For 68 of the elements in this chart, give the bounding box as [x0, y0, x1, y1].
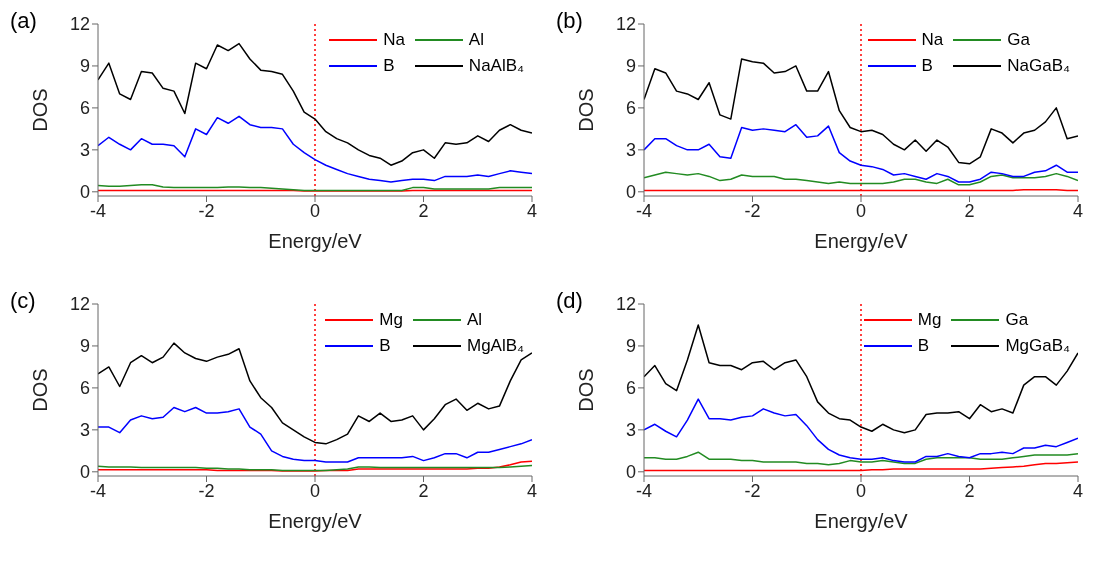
- legend-label: B: [917, 336, 930, 356]
- x-tick-label: 2: [964, 200, 975, 221]
- y-tick-label: 6: [625, 378, 636, 399]
- x-tick-label: -2: [198, 480, 215, 501]
- y-tick-label: 12: [615, 14, 636, 35]
- y-tick-label: 6: [79, 378, 90, 399]
- x-tick-label: 0: [309, 200, 321, 221]
- y-axis-title: DOS: [29, 88, 52, 132]
- x-axis-title: Energy/eV: [814, 510, 909, 532]
- y-tick-label: 9: [625, 56, 636, 77]
- legend-label: Ga: [1007, 30, 1030, 50]
- legend-label: Mg: [917, 310, 942, 330]
- y-tick-label: 9: [79, 336, 90, 357]
- y-tick-label: 3: [79, 420, 90, 441]
- x-tick-label: -2: [744, 480, 761, 501]
- y-tick-label: 12: [615, 294, 636, 315]
- y-tick-label: 0: [79, 182, 90, 203]
- y-tick-label: 6: [625, 98, 636, 119]
- x-tick-label: 0: [855, 200, 867, 221]
- text: (b): [556, 8, 583, 34]
- legend-label: B: [921, 56, 933, 76]
- x-tick-label: -2: [744, 200, 761, 221]
- y-tick-label: 9: [79, 56, 90, 77]
- x-tick-label: 0: [855, 480, 867, 501]
- x-tick-label: 2: [964, 480, 975, 501]
- legend-label: NaGaB₄: [1007, 56, 1070, 76]
- legend-label: Mg: [379, 310, 403, 330]
- y-axis-title: DOS: [575, 88, 598, 132]
- y-tick-label: 9: [625, 336, 636, 357]
- legend-label: Al: [468, 30, 484, 50]
- x-tick-label: 4: [1072, 200, 1084, 221]
- y-tick-label: 12: [69, 294, 90, 315]
- legend-label: B: [379, 336, 391, 356]
- x-tick-label: 2: [418, 480, 429, 501]
- x-tick-label: -4: [89, 480, 107, 501]
- x-axis-title: Energy/eV: [814, 230, 909, 252]
- text: (d): [556, 288, 583, 314]
- legend-label: Na: [383, 30, 405, 50]
- y-tick-label: 3: [79, 140, 90, 161]
- x-tick-label: 4: [526, 200, 538, 221]
- x-tick-label: 4: [526, 480, 538, 501]
- legend-label: B: [383, 56, 395, 76]
- x-tick-label: -2: [198, 200, 215, 221]
- legend-label: NaAlB₄: [468, 56, 524, 76]
- text: (c): [10, 288, 36, 314]
- y-tick-label: 3: [625, 420, 636, 441]
- y-tick-label: 3: [625, 140, 636, 161]
- x-axis-title: Energy/eV: [268, 230, 363, 252]
- x-tick-label: -4: [635, 200, 653, 221]
- x-tick-label: 2: [418, 200, 429, 221]
- y-tick-label: 0: [625, 462, 636, 483]
- y-axis-title: DOS: [29, 368, 52, 412]
- y-tick-label: 0: [79, 462, 90, 483]
- text: (a): [10, 8, 37, 34]
- legend-label: Ga: [1005, 310, 1029, 330]
- y-tick-label: 6: [79, 98, 90, 119]
- legend-label: MgAlB₄: [466, 336, 524, 356]
- x-tick-label: -4: [89, 200, 107, 221]
- legend-label: Al: [466, 310, 483, 330]
- y-axis-title: DOS: [575, 368, 598, 412]
- y-tick-label: 12: [69, 14, 90, 35]
- x-tick-label: 0: [309, 480, 321, 501]
- legend-label: Na: [921, 30, 944, 50]
- x-tick-label: -4: [635, 480, 653, 501]
- x-tick-label: 4: [1072, 480, 1084, 501]
- y-tick-label: 0: [625, 182, 636, 203]
- x-axis-title: Energy/eV: [268, 510, 363, 532]
- legend-label: MgGaB₄: [1005, 336, 1070, 356]
